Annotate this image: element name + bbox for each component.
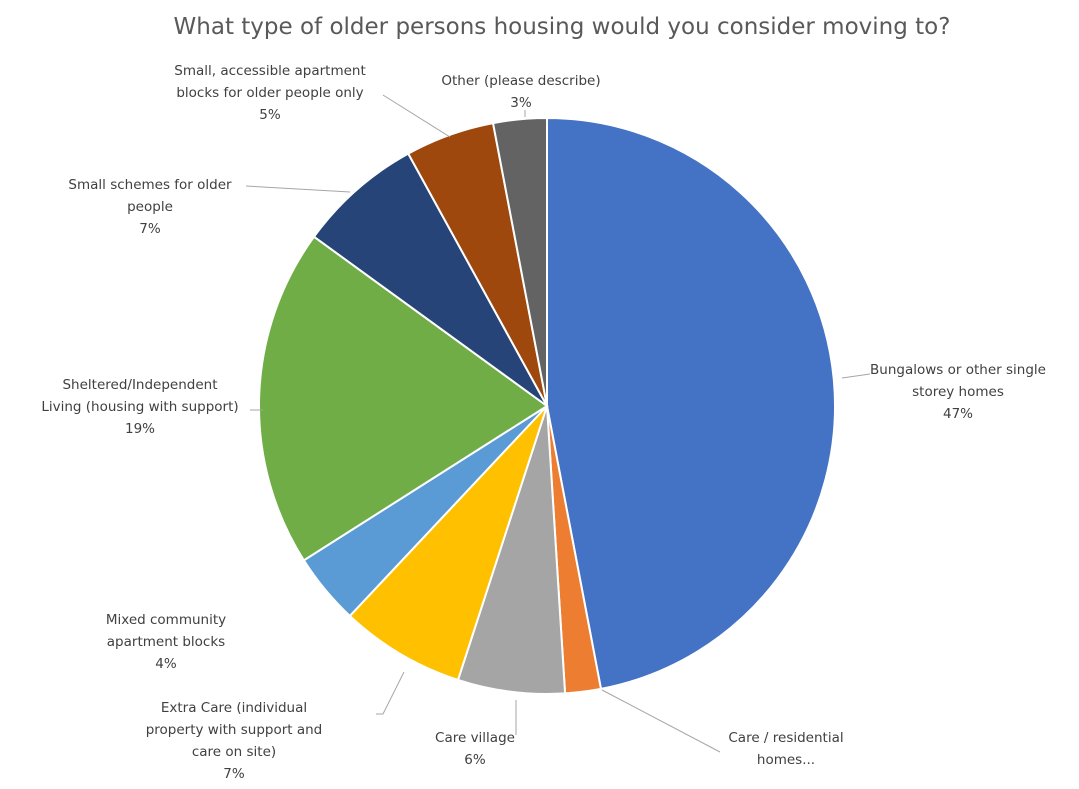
leader-line bbox=[376, 671, 405, 715]
slice-label: Mixed community apartment blocks 4% bbox=[106, 612, 226, 672]
leader-line bbox=[382, 94, 451, 138]
slice-label-line: apartment blocks bbox=[107, 634, 225, 650]
slice-label: Sheltered/Independent Living (housing wit… bbox=[41, 377, 238, 437]
slice-label-line: Small, accessible apartment bbox=[174, 63, 366, 79]
slice-label-line: Sheltered/Independent bbox=[62, 377, 217, 393]
pie-slice bbox=[491, 116, 548, 407]
leader-line bbox=[841, 373, 871, 379]
slice-label-line: Small schemes for older bbox=[68, 177, 232, 193]
pie-slice bbox=[348, 405, 548, 682]
slice-label-line: Care village bbox=[435, 730, 515, 746]
pie-slices bbox=[258, 116, 836, 695]
slice-label: Bungalows or other single storey homes 47% bbox=[870, 362, 1046, 422]
slice-label-line: Mixed community bbox=[106, 612, 226, 628]
slice-label-line: Care / residential bbox=[728, 730, 843, 746]
slice-label: Small schemes for older people 7% bbox=[68, 177, 232, 237]
slice-label-line: people bbox=[127, 199, 173, 215]
leader-line bbox=[245, 185, 351, 193]
slice-label: Small, accessible apartment blocks for ol… bbox=[174, 63, 366, 123]
leader-lines bbox=[245, 94, 871, 753]
slice-label-line: homes... bbox=[757, 752, 815, 768]
slice-label-line: blocks for older people only bbox=[176, 85, 363, 101]
slice-percent: 5% bbox=[259, 107, 281, 123]
pie-slice bbox=[546, 116, 836, 691]
slice-label-line: property with support and bbox=[146, 722, 323, 738]
slice-percent: 3% bbox=[510, 95, 532, 111]
slice-label-line: Extra Care (individual bbox=[161, 700, 307, 716]
pie-slice bbox=[258, 235, 549, 562]
slice-label: Care / residential homes... bbox=[728, 730, 843, 768]
slice-percent: 47% bbox=[943, 406, 973, 422]
slice-percent: 19% bbox=[125, 421, 155, 437]
slice-percent: 7% bbox=[139, 221, 161, 237]
slice-label-line: Other (please describe) bbox=[441, 73, 600, 89]
slice-label: Extra Care (individual property with supp… bbox=[146, 700, 323, 782]
slice-label-line: care on site) bbox=[192, 744, 276, 760]
slice-labels: Bungalows or other single storey homes 47%… bbox=[41, 63, 1046, 782]
pie-slice bbox=[312, 152, 548, 407]
slice-percent: 7% bbox=[223, 766, 245, 782]
slice-label: Care village 6% bbox=[435, 730, 515, 768]
slice-percent: 6% bbox=[464, 752, 486, 768]
slice-label-line: Living (housing with support) bbox=[41, 399, 238, 415]
chart-title: What type of older persons housing would… bbox=[174, 14, 951, 40]
leader-line bbox=[601, 689, 721, 753]
slice-label: Other (please describe) 3% bbox=[441, 73, 600, 111]
slice-label-line: storey homes bbox=[912, 384, 1004, 400]
slice-label-line: Bungalows or other single bbox=[870, 362, 1046, 378]
slice-percent: 4% bbox=[155, 656, 177, 672]
